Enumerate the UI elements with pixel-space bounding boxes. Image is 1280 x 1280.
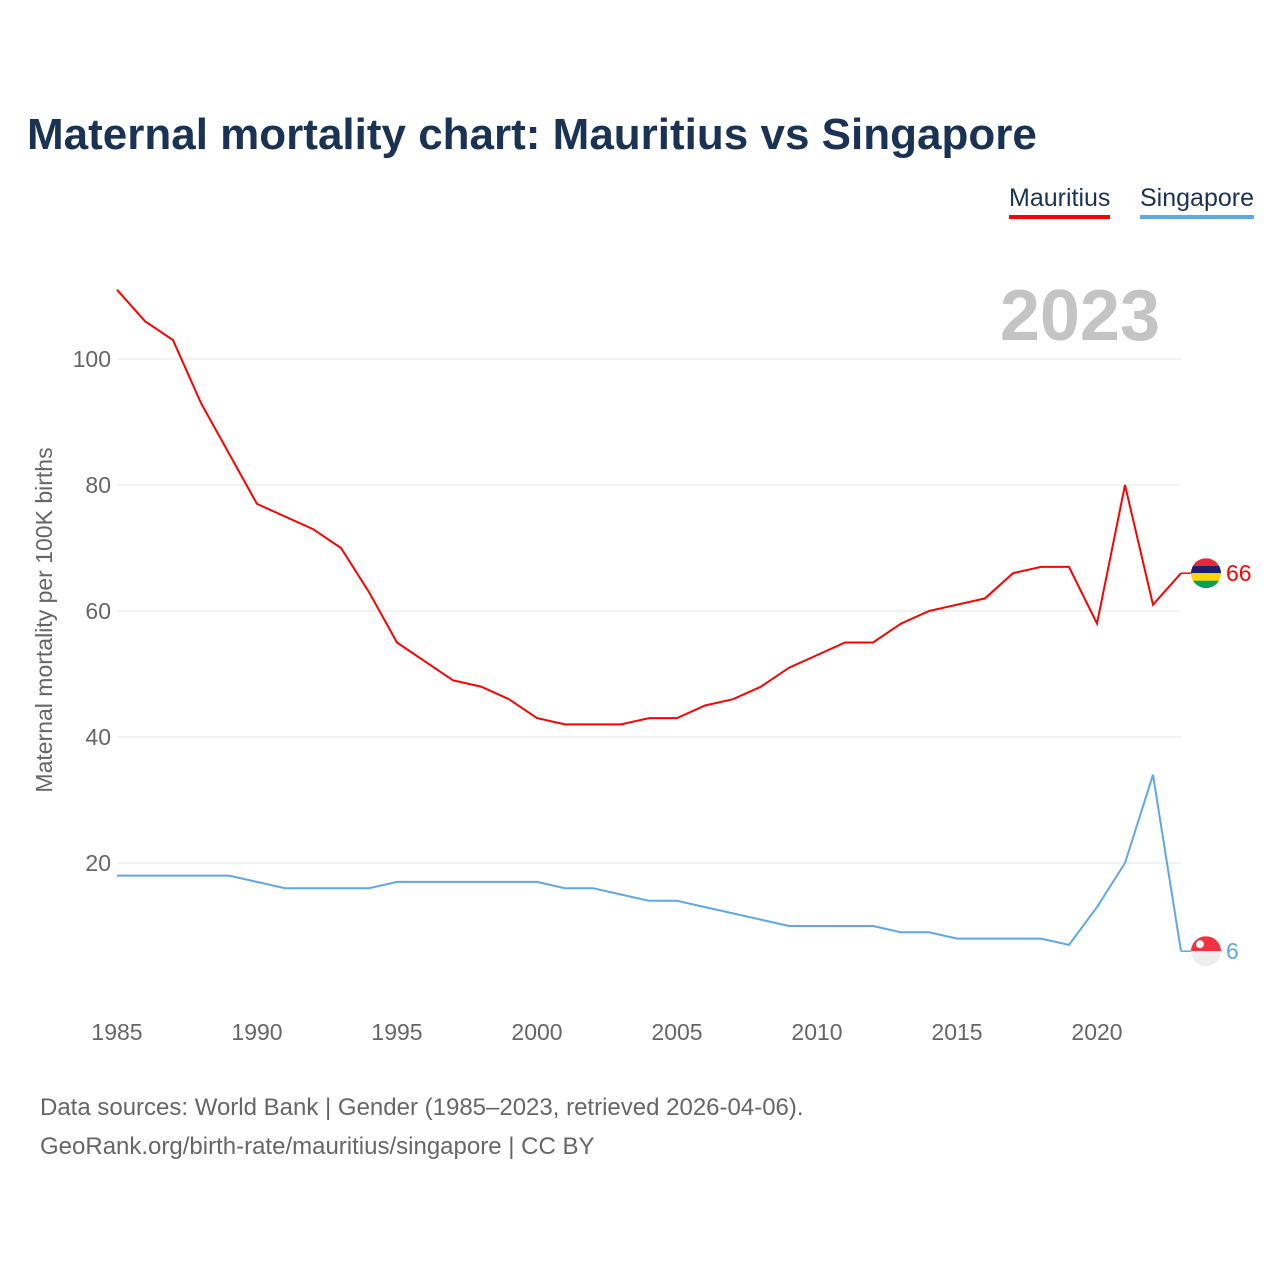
y-tick-label: 20: [85, 850, 111, 876]
x-tick-label: 1990: [231, 1019, 282, 1045]
series-line-singapore: [117, 774, 1182, 952]
x-tick-label: 2000: [511, 1019, 562, 1045]
x-tick-label: 2005: [651, 1019, 702, 1045]
series-line-mauritius: [116, 289, 1182, 726]
x-tick-label: 1985: [91, 1019, 142, 1045]
end-value-label: 66: [1226, 560, 1252, 586]
end-value-label: 6: [1226, 938, 1239, 964]
legend-mauritius[interactable]: Mauritius: [1009, 184, 1111, 219]
x-tick-label: 2010: [791, 1019, 842, 1045]
source-note: Data sources: World Bank | Gender (1985–…: [40, 1088, 804, 1166]
source-line-1: Data sources: World Bank | Gender (1985–…: [40, 1094, 804, 1121]
year-label: 2023: [1000, 276, 1160, 356]
source-line-2[interactable]: GeoRank.org/birth-rate/mauritius/singapo…: [40, 1133, 595, 1160]
chart-title: Maternal mortality chart: Mauritius vs S…: [27, 110, 1037, 159]
legend-singapore[interactable]: Singapore: [1140, 184, 1254, 219]
mauritius-flag-icon: [1191, 580, 1221, 589]
y-tick-label: 40: [85, 724, 111, 750]
singapore-flag-icon: [1196, 940, 1204, 949]
singapore-flag-icon: [1191, 936, 1221, 952]
mauritius-flag-icon: [1191, 573, 1221, 581]
x-tick-label: 1995: [371, 1019, 422, 1045]
y-tick-label: 80: [85, 472, 111, 498]
y-axis-label: Maternal mortality per 100K births: [31, 447, 57, 792]
x-tick-label: 2020: [1071, 1019, 1122, 1045]
y-tick-label: 100: [73, 346, 111, 372]
mauritius-flag-icon: [1191, 558, 1221, 566]
y-tick-label: 60: [85, 598, 111, 624]
x-tick-label: 2015: [931, 1019, 982, 1045]
singapore-flag-icon: [1191, 951, 1221, 967]
mauritius-flag-icon: [1191, 565, 1221, 574]
